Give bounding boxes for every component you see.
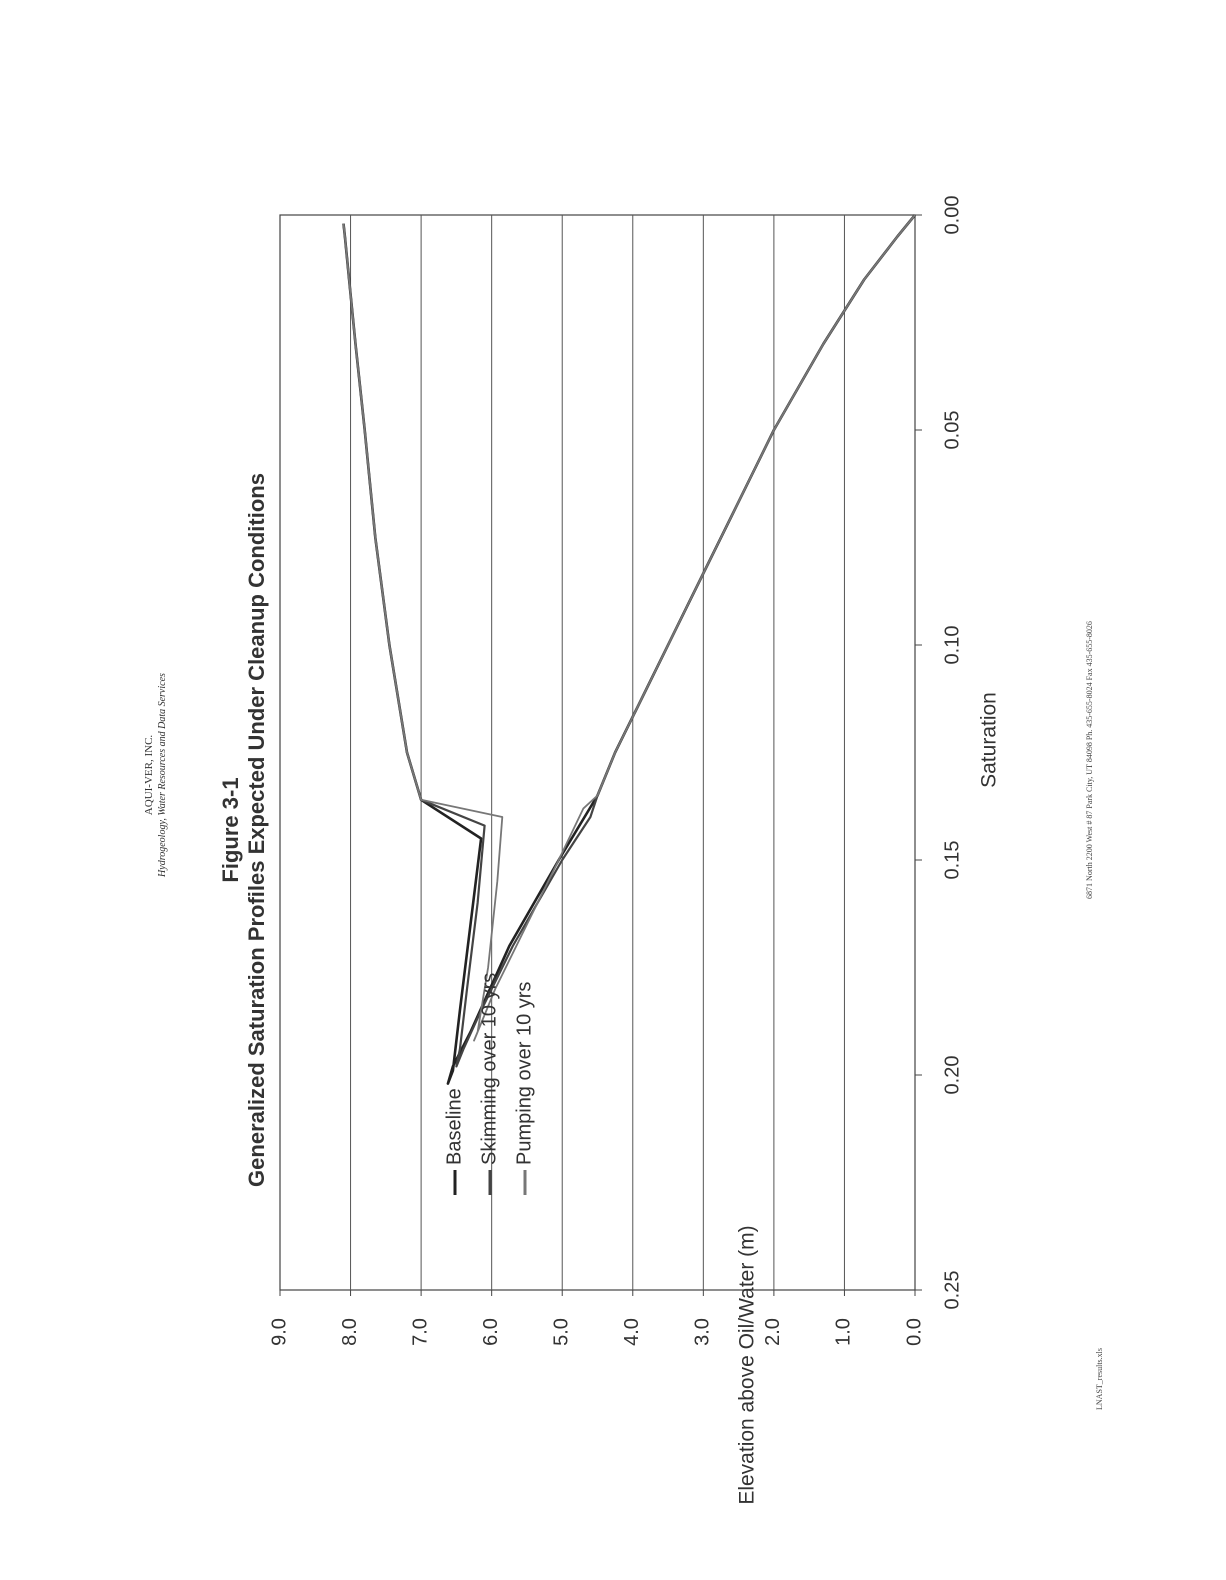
y-tick-label: 1.0: [833, 1318, 855, 1346]
y-tick-label: 5.0: [551, 1318, 573, 1346]
legend-label: Pumping over 10 yrs: [513, 982, 535, 1165]
y-tick-label: 4.0: [621, 1318, 643, 1346]
series-line: [342, 214, 917, 1085]
y-tick-label: 0.0: [903, 1318, 925, 1346]
x-tick-label: 0.10: [941, 626, 963, 665]
y-tick-label: 8.0: [339, 1318, 361, 1346]
series-line: [342, 214, 916, 1068]
x-tick-label: 0.00: [941, 196, 963, 235]
y-tick-label: 9.0: [268, 1318, 290, 1346]
legend-label: Baseline: [443, 1088, 465, 1165]
footer-address: 6871 North 2200 West # 87 Park City, UT …: [1085, 621, 1094, 899]
x-tick-label: 0.25: [941, 1271, 963, 1310]
footer-filename: LNAST_results.xls: [1095, 1348, 1104, 1410]
y-axis-title: Elevation above Oil/Water (m): [736, 1225, 759, 1504]
x-tick-label: 0.05: [941, 411, 963, 450]
legend-label: Skimming over 10 yrs: [478, 973, 500, 1165]
y-tick-label: 3.0: [692, 1318, 714, 1346]
x-tick-label: 0.15: [941, 841, 963, 880]
series-line: [342, 214, 916, 1042]
y-tick-label: 6.0: [480, 1318, 502, 1346]
plot-frame: [279, 214, 916, 1291]
y-tick-label: 2.0: [762, 1318, 784, 1346]
y-tick-label: 7.0: [409, 1318, 431, 1346]
x-axis-title: Saturation: [978, 692, 1001, 788]
x-tick-label: 0.20: [941, 1056, 963, 1095]
